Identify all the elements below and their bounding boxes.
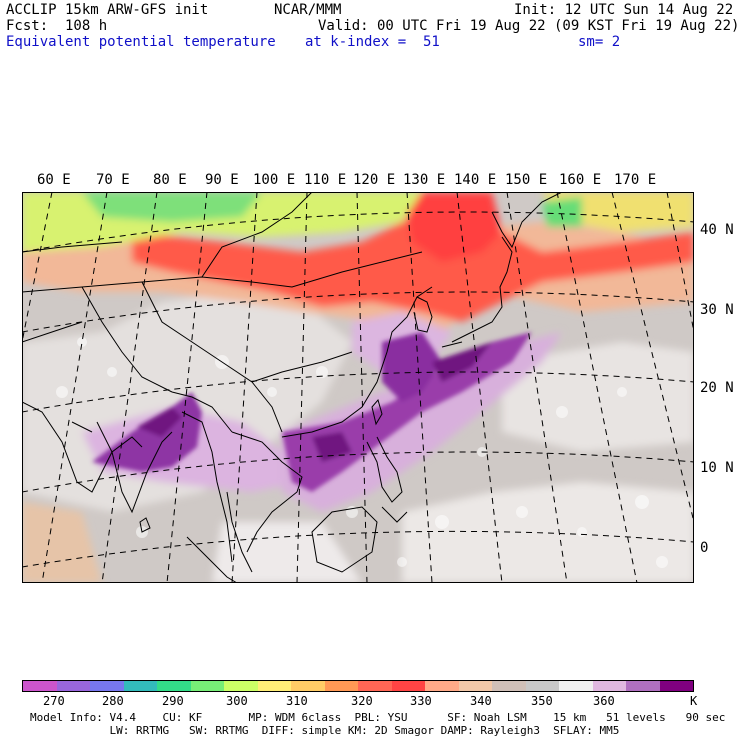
colorbar-swatch	[291, 681, 325, 691]
colorbar-swatch	[592, 681, 626, 691]
theta-e-map	[22, 192, 694, 583]
colorbar-swatch	[90, 681, 124, 691]
colorbar-tick: 280	[102, 694, 124, 708]
colorbar-tick: 330	[410, 694, 432, 708]
init-time: Init: 12 UTC Sun 14 Aug 22	[514, 2, 734, 18]
coastlines	[22, 192, 563, 583]
lon-label: 120 E	[353, 172, 396, 188]
colorbar-swatch	[190, 681, 224, 691]
colorbar-swatch	[425, 681, 459, 691]
lat-label: 10 N	[700, 460, 734, 476]
lat-label: 40 N	[700, 222, 734, 238]
colorbar-swatch	[525, 681, 559, 691]
lon-label: 140 E	[454, 172, 497, 188]
model-title: ACCLIP 15km ARW-GFS init	[6, 2, 209, 18]
colorbar-swatch	[56, 681, 90, 691]
noise-specks	[56, 337, 668, 568]
field-name: Equivalent potential temperature	[6, 34, 276, 50]
colorbar-tick: 310	[286, 694, 308, 708]
lon-label: 100 E	[253, 172, 296, 188]
graticule	[22, 192, 694, 583]
colorbar-tick: 270	[43, 694, 65, 708]
level-index: at k-index = 51	[305, 34, 440, 50]
lon-label: 60 E	[37, 172, 71, 188]
lat-label: 0	[700, 540, 709, 556]
colorbar-swatch	[257, 681, 291, 691]
colorbar-swatch	[23, 681, 57, 691]
colorbar-swatch	[458, 681, 492, 691]
lon-label: 170 E	[614, 172, 657, 188]
forecast-hour: Fcst: 108 h	[6, 18, 108, 34]
lon-label: 110 E	[304, 172, 347, 188]
colorbar-swatch	[626, 681, 660, 691]
map-frame	[22, 192, 694, 583]
colorbar-unit: K	[690, 694, 698, 708]
model-info-line1: Model Info: V4.4 CU: KF MP: WDM 6class P…	[30, 711, 726, 724]
colorbar-tick: 340	[470, 694, 492, 708]
colorbar-tick: 300	[226, 694, 248, 708]
lon-label: 70 E	[96, 172, 130, 188]
lon-label: 160 E	[559, 172, 602, 188]
colorbar-swatch	[123, 681, 157, 691]
lat-label: 20 N	[700, 380, 734, 396]
colorbar-swatch	[492, 681, 526, 691]
colorbar-tick: 320	[351, 694, 373, 708]
smoothing-value: sm= 2	[578, 34, 621, 50]
model-info-line2: LW: RRTMG SW: RRTMG DIFF: simple KM: 2D …	[30, 724, 620, 737]
colorbar-swatch	[559, 681, 593, 691]
colorbar-tick: 350	[531, 694, 553, 708]
colorbar-swatch	[358, 681, 392, 691]
lon-label: 90 E	[205, 172, 239, 188]
colorbar-swatch	[224, 681, 258, 691]
valid-time: Valid: 00 UTC Fri 19 Aug 22 (09 KST Fri …	[318, 18, 740, 34]
colorbar-swatch	[391, 681, 425, 691]
colorbar-tick: 290	[162, 694, 184, 708]
purple-cores	[92, 332, 532, 492]
colorbar-swatch	[659, 681, 693, 691]
colorbar-swatch	[157, 681, 191, 691]
colorbar-tick: 360	[593, 694, 615, 708]
lon-label: 80 E	[153, 172, 187, 188]
institution-label: NCAR/MMM	[274, 2, 342, 18]
lon-label: 130 E	[403, 172, 446, 188]
color-bar	[22, 680, 694, 692]
lon-label: 150 E	[505, 172, 548, 188]
lat-label: 30 N	[700, 302, 734, 318]
colorbar-swatch	[324, 681, 358, 691]
